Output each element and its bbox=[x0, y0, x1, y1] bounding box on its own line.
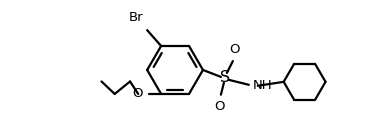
Text: S: S bbox=[220, 70, 230, 85]
Text: O: O bbox=[133, 88, 143, 100]
Text: NH: NH bbox=[253, 79, 272, 92]
Text: O: O bbox=[230, 43, 240, 56]
Text: O: O bbox=[215, 100, 225, 113]
Text: Br: Br bbox=[128, 11, 143, 24]
